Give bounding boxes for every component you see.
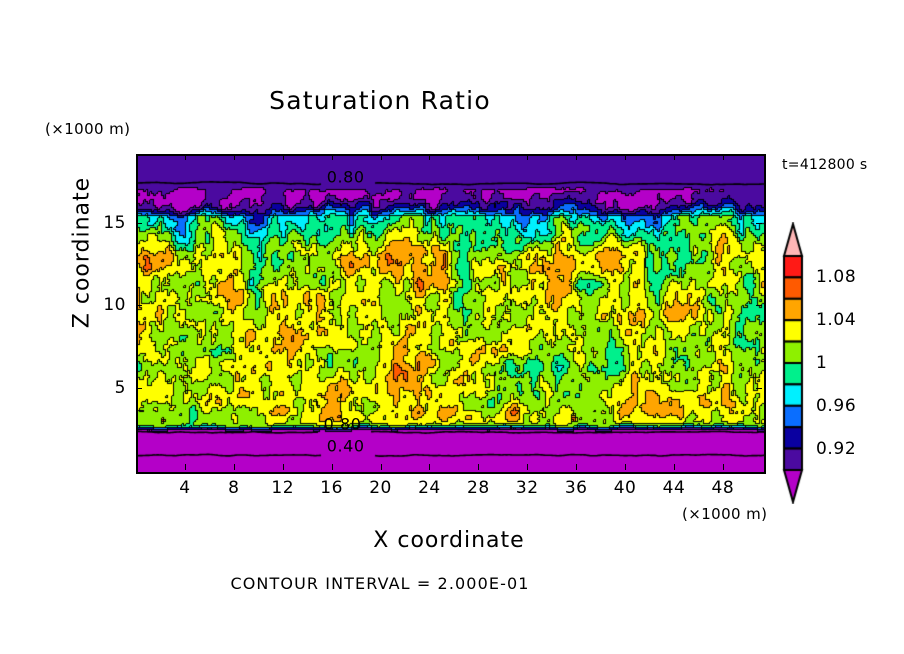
x-tick-top [380, 154, 382, 160]
contour-line-label: 0.40 [326, 436, 365, 456]
colorbar-tick-label: 0.96 [816, 395, 857, 416]
x-tick-top [429, 154, 431, 160]
contour-line-label: 0.80 [323, 414, 362, 434]
colorbar-tick-label: 1.08 [816, 267, 857, 288]
colorbar-tick-label: 1.04 [816, 310, 857, 331]
x-tick-bottom [429, 464, 431, 470]
contour-line-label: 0.80 [326, 167, 365, 187]
x-tick-top [527, 154, 529, 160]
timestamp-label: t=412800 s [782, 157, 868, 173]
x-tick-bottom [233, 464, 235, 470]
y-tick-right [756, 387, 762, 389]
x-tick-label: 24 [418, 478, 441, 498]
x-tick-top [722, 154, 724, 160]
x-axis-title: X coordinate [373, 528, 525, 553]
x-tick-top [282, 154, 284, 160]
x-tick-top [576, 154, 578, 160]
x-axis-unit-label: (×1000 m) [682, 505, 768, 523]
x-tick-bottom [527, 464, 529, 470]
x-tick-bottom [625, 464, 627, 470]
x-tick-bottom [380, 464, 382, 470]
x-tick-top [184, 154, 186, 160]
x-tick-bottom [331, 464, 333, 470]
x-tick-label: 36 [564, 478, 588, 498]
x-tick-top [233, 154, 235, 160]
colorbar-gradient [776, 222, 810, 504]
x-tick-label: 16 [320, 478, 343, 498]
y-tick-right [756, 305, 762, 307]
colorbar [776, 222, 810, 504]
y-tick-right [756, 223, 762, 225]
x-tick-bottom [576, 464, 578, 470]
y-tick-left [136, 223, 142, 225]
z-axis-unit-label: (×1000 m) [45, 120, 131, 138]
x-tick-label: 40 [613, 478, 637, 498]
x-tick-bottom [673, 464, 675, 470]
y-tick-left [136, 305, 142, 307]
x-tick-label: 44 [662, 478, 686, 498]
y-tick-left [136, 387, 142, 389]
x-tick-label: 20 [369, 478, 392, 498]
y-tick-label: 5 [114, 377, 126, 398]
page-title: Saturation Ratio [269, 86, 491, 115]
y-axis-title: Z coordinate [69, 176, 95, 329]
saturation-ratio-field [138, 156, 764, 472]
x-tick-top [673, 154, 675, 160]
x-tick-label: 28 [467, 478, 490, 498]
y-tick-label: 15 [103, 213, 126, 234]
x-tick-bottom [184, 464, 186, 470]
x-tick-bottom [722, 464, 724, 470]
contour-plot-area [136, 154, 766, 474]
x-tick-top [331, 154, 333, 160]
x-tick-top [625, 154, 627, 160]
x-tick-bottom [478, 464, 480, 470]
colorbar-tick-label: 0.92 [816, 438, 857, 459]
x-tick-label: 32 [515, 478, 539, 498]
x-tick-label: 4 [179, 478, 191, 498]
x-tick-top [478, 154, 480, 160]
x-tick-label: 48 [711, 478, 735, 498]
y-tick-label: 10 [103, 295, 126, 316]
contour-interval-caption: CONTOUR INTERVAL = 2.000E-01 [230, 574, 530, 593]
colorbar-tick-label: 1 [816, 353, 828, 373]
x-tick-label: 8 [228, 478, 240, 498]
x-tick-label: 12 [271, 478, 295, 498]
x-tick-bottom [282, 464, 284, 470]
